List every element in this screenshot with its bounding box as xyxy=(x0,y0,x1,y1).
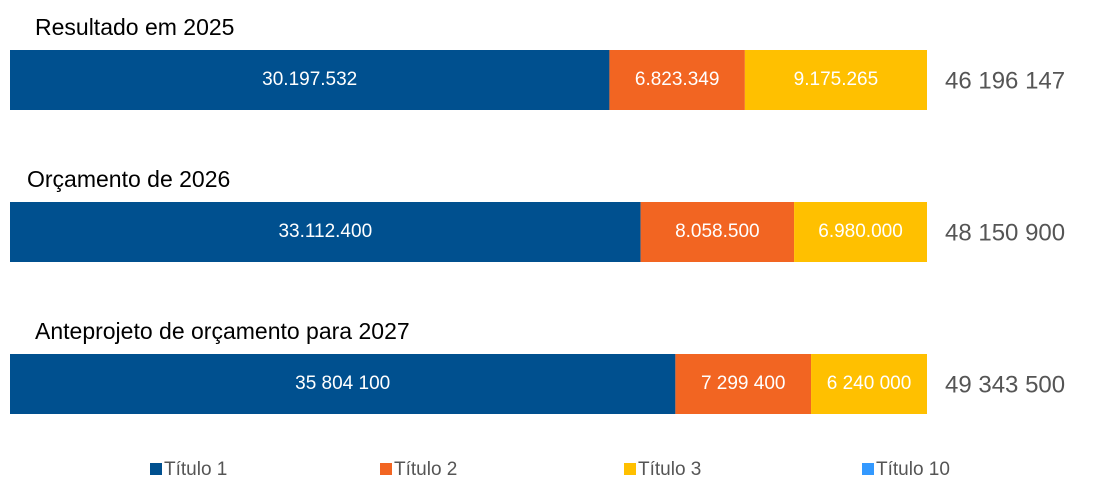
legend-swatch xyxy=(862,463,874,475)
total-label: 48 150 900 xyxy=(945,219,1065,246)
legend-label: Título 1 xyxy=(164,459,227,480)
legend-label: Título 3 xyxy=(638,459,701,480)
bar-segment xyxy=(10,50,610,110)
value-label: 30.197.532 xyxy=(262,69,357,90)
legend-label: Título 10 xyxy=(876,459,950,480)
legend-swatch xyxy=(624,463,636,475)
bar-segment xyxy=(811,354,927,414)
category-label: Orçamento de 2026 xyxy=(27,166,230,192)
legend-swatch xyxy=(150,463,162,475)
total-label: 46 196 147 xyxy=(945,67,1065,94)
value-label: 6.980.000 xyxy=(818,221,903,242)
total-label: 49 343 500 xyxy=(945,371,1065,398)
category-label: Anteprojeto de orçamento para 2027 xyxy=(35,318,410,344)
value-label: 7 299 400 xyxy=(701,373,786,394)
bar-segment xyxy=(640,202,795,262)
bar-segment xyxy=(794,202,927,262)
bar-segment xyxy=(10,354,676,414)
value-label: 6 240 000 xyxy=(827,373,912,394)
bar-segment xyxy=(744,50,927,110)
legend-label: Título 2 xyxy=(394,459,457,480)
value-label: 35 804 100 xyxy=(295,373,390,394)
value-label: 9.175.265 xyxy=(794,69,879,90)
category-label: Resultado em 2025 xyxy=(35,14,234,40)
value-label: 6.823.349 xyxy=(635,69,720,90)
value-label: 8.058.500 xyxy=(675,221,760,242)
value-label: 33.112.400 xyxy=(278,221,372,242)
bar-segment xyxy=(10,202,641,262)
legend-swatch xyxy=(380,463,392,475)
bar-segment xyxy=(675,354,812,414)
bar-segment xyxy=(609,50,745,110)
